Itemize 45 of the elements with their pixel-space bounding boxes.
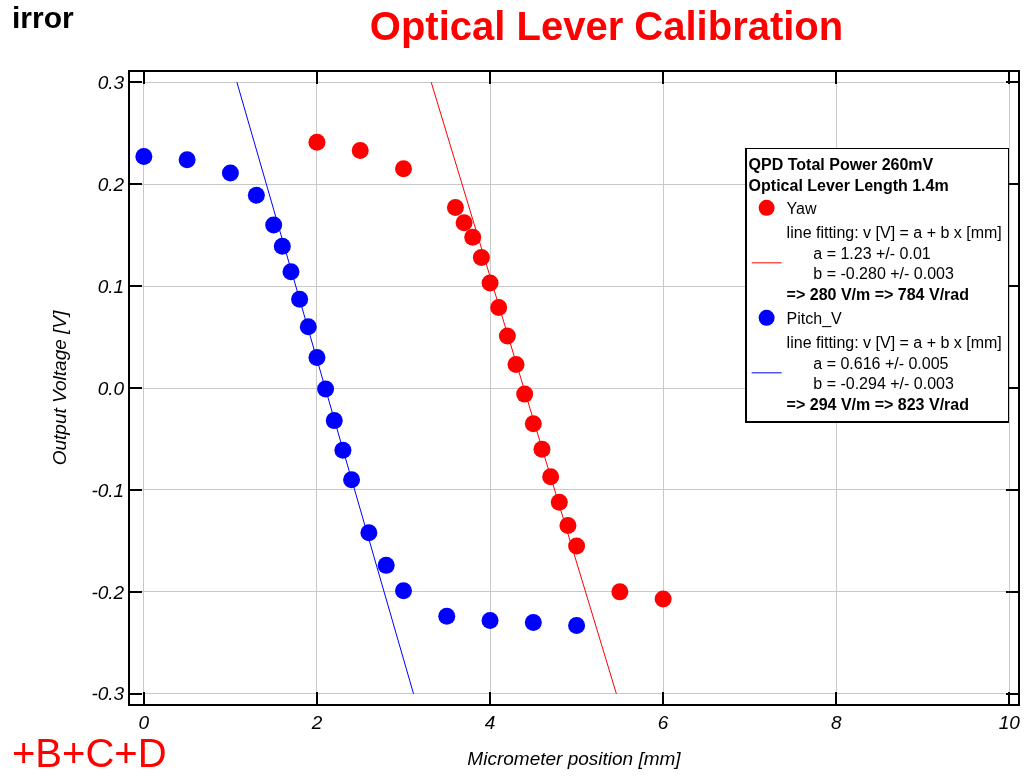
point bbox=[446, 199, 464, 217]
point bbox=[343, 471, 361, 489]
point bbox=[464, 228, 482, 246]
point bbox=[490, 298, 508, 316]
point bbox=[438, 607, 456, 625]
point bbox=[221, 164, 239, 182]
text: irror bbox=[12, 1, 75, 34]
point bbox=[524, 613, 542, 631]
point bbox=[351, 141, 369, 159]
y-tick-label: 0.2 bbox=[97, 173, 125, 195]
x-tick-label: 10 bbox=[998, 711, 1021, 733]
legend-label: Yaw bbox=[786, 200, 817, 218]
point bbox=[135, 148, 153, 166]
legend-label: line fitting: v [V] = a + b x [mm] a = 1.23 +/- 0.01 b = -0.280 +/- 0.003 => 280 V/m => 784 V/rad bbox=[786, 223, 1002, 304]
point bbox=[654, 590, 672, 608]
x-axis-title: Micrometer position [mm] bbox=[467, 748, 682, 770]
x-tick-label: 4 bbox=[484, 711, 496, 733]
x-tick-label: 6 bbox=[657, 711, 669, 733]
point bbox=[377, 556, 395, 574]
point bbox=[395, 160, 412, 178]
point bbox=[247, 186, 265, 204]
point bbox=[291, 290, 309, 308]
y-tick-label: -0.2 bbox=[91, 581, 125, 603]
x-tick-label: 8 bbox=[830, 711, 842, 733]
point bbox=[568, 617, 586, 634]
point bbox=[611, 583, 629, 601]
legend-title: QPD Total Power 260mV Optical Lever Length 1.4m bbox=[748, 156, 949, 194]
point bbox=[395, 582, 412, 600]
y-tick-label: -0.3 bbox=[91, 683, 125, 705]
point bbox=[542, 468, 560, 486]
point bbox=[455, 214, 473, 232]
x-tick-label: 0 bbox=[138, 711, 150, 733]
legend-label: Pitch_V bbox=[786, 310, 843, 329]
point bbox=[481, 611, 499, 629]
y-tick-label: 0.1 bbox=[97, 275, 125, 297]
point bbox=[178, 151, 196, 169]
text: +B+C+D bbox=[12, 731, 167, 775]
point bbox=[308, 133, 326, 151]
y-tick-label: 0.0 bbox=[97, 377, 125, 399]
legend-label: line fitting: v [V] = a + b x [mm] a = 0.616 +/- 0.005 b = -0.294 +/- 0.003 => 294 V/m => 823 V/rad bbox=[786, 333, 1002, 414]
x-tick-label: 2 bbox=[310, 711, 323, 733]
y-tick-label: 0.3 bbox=[97, 71, 125, 93]
chart-title: Optical Lever Calibration bbox=[369, 3, 844, 48]
y-axis-title: Output Voltage [V] bbox=[48, 310, 70, 466]
y-tick-label: -0.1 bbox=[91, 479, 125, 501]
